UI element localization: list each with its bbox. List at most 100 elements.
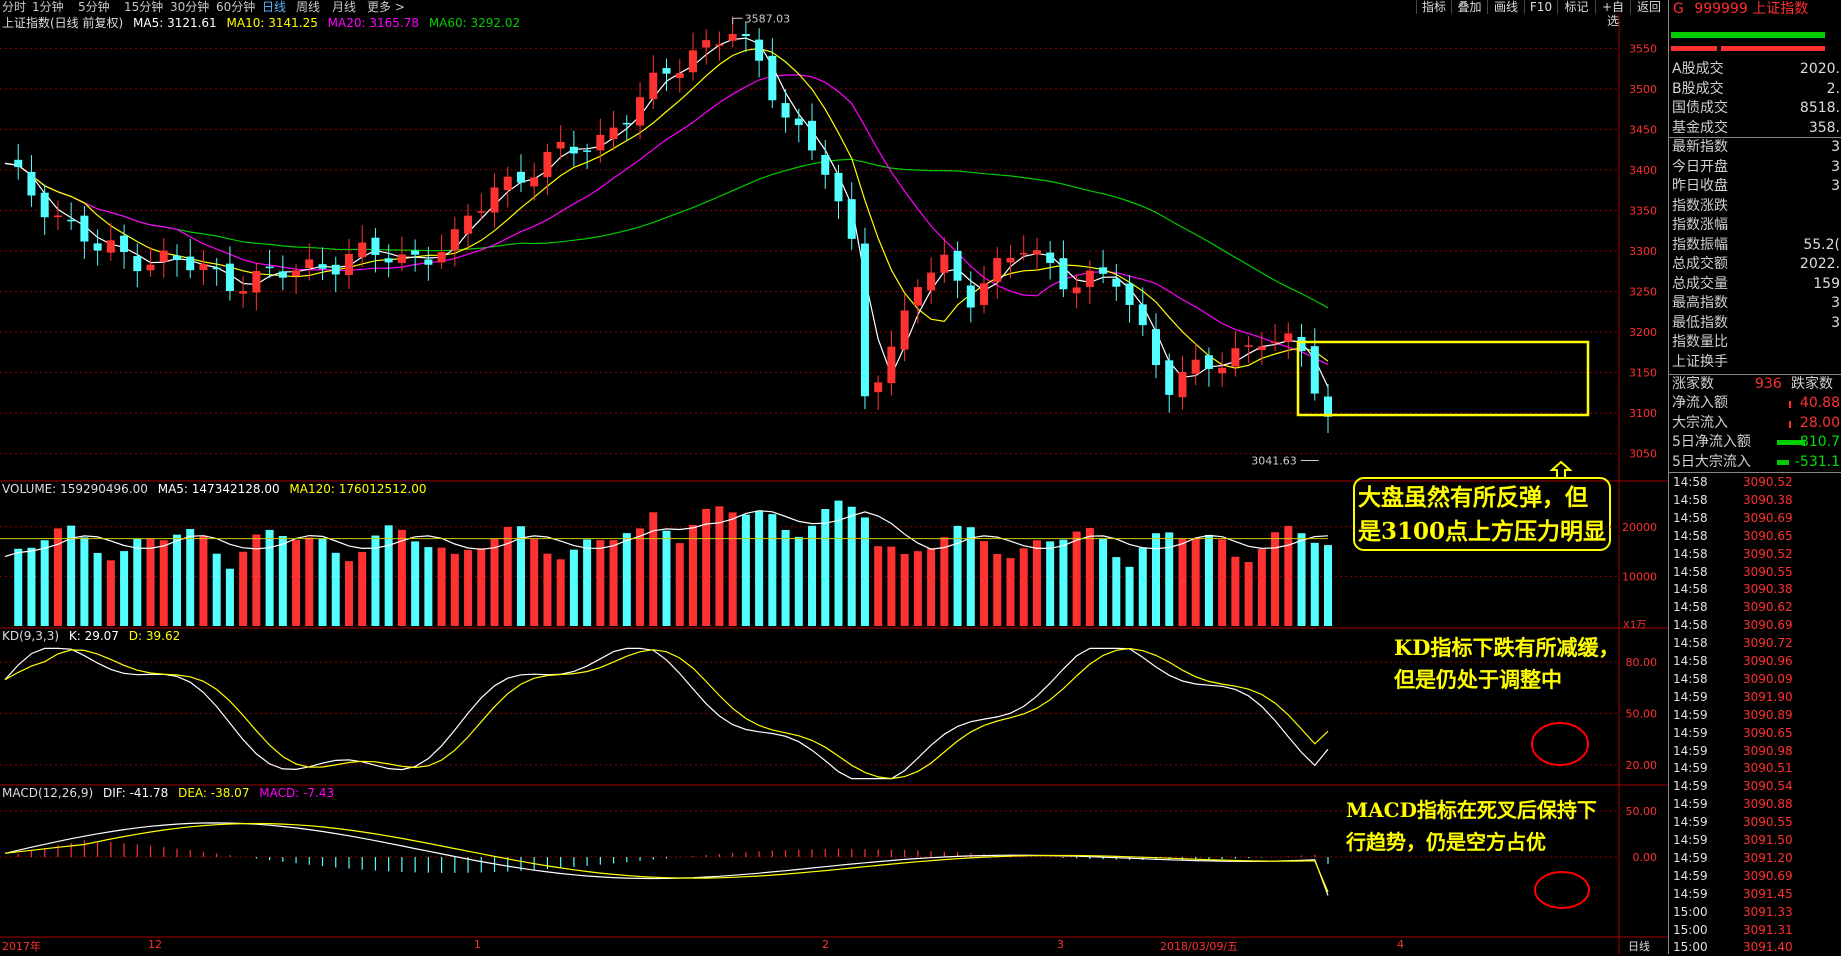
date-axis-label: 2 [822,938,829,951]
period-tab[interactable]: 30分钟 [170,0,210,14]
kd-annotation: KD指标下跌有所减缓， 但是仍处于调整中 [1394,632,1619,696]
candle-body [1006,257,1015,263]
candle-body [530,177,539,187]
tool-button[interactable]: 叠加 [1451,0,1487,14]
volume-bar [927,548,936,626]
macd-annotation-line-1: MACD指标在死叉后保持下 [1346,798,1597,822]
period-tab[interactable]: 5分钟 [78,0,110,14]
stat-value: 3 [1831,314,1840,331]
candle-body [1178,372,1187,398]
candle-body [437,252,446,263]
stat-row: 指数量比 [1669,333,1841,352]
tick-list[interactable]: 14:58 3090.52 14:58 3090.38 14:58 3090.69 14:5… [1669,472,1841,954]
volume-bar [980,541,989,626]
callout-box [1353,477,1611,551]
tool-button[interactable]: 画线 [1487,0,1524,14]
tool-button[interactable]: 返回 [1630,0,1667,14]
candle-body [371,237,380,256]
tool-button[interactable]: 指标 [1416,0,1451,14]
volume-bar [397,529,406,626]
candle-body [966,285,975,308]
tick-row: 14:58 3090.38 [1669,580,1841,598]
tool-button[interactable]: 标记 [1557,0,1595,14]
tick-price: 3090.89 [1743,707,1793,722]
candle-body [93,243,102,251]
volume-bar [1284,525,1293,626]
volume-bar [1271,532,1280,626]
volume-bar [1297,533,1306,626]
rise-value: 936 [1755,376,1782,392]
volume-bar [1152,533,1161,626]
candle-body [1112,278,1121,287]
volume-bar [688,524,697,626]
candle-body [344,253,353,275]
candle-body [662,68,671,74]
candle-body [913,287,922,306]
volume-bar [860,517,869,626]
period-tab[interactable]: 更多 > [367,0,405,14]
low-label: 3041.63 [1251,454,1297,467]
volume-bar [292,539,301,626]
candle-body [490,187,499,213]
candle-body [1046,252,1055,263]
volume-bar [331,552,340,626]
tick-price: 3091.40 [1743,940,1793,955]
stat-row: 最高指数 3 [1669,294,1841,313]
candle-body [980,283,989,305]
candle-body [384,258,393,263]
candle-body [649,72,658,100]
tick-row: 15:00 3091.31 [1669,921,1841,939]
tool-button[interactable]: F10 [1524,0,1557,14]
kd-tick-label: 20.00 [1626,759,1658,772]
tick-price: 3090.69 [1743,868,1793,883]
tick-price: 3090.55 [1743,815,1793,830]
period-tab[interactable]: 60分钟 [216,0,256,14]
tick-row: 14:59 3090.54 [1669,777,1841,795]
period-tab[interactable]: 月线 [332,0,357,14]
macd-tick-label: 50.00 [1626,805,1658,818]
volume-bar [1046,541,1055,626]
tick-time: 14:58 [1673,671,1708,686]
candle-body [424,259,433,265]
tick-row: 14:59 3090.88 [1669,795,1841,813]
period-tab[interactable]: 日线 [262,0,287,14]
price-tick-label: 3200 [1629,326,1657,339]
volume-bar [609,540,618,626]
tick-price: 3091.33 [1743,904,1793,919]
volume-label: VOLUME: 159290496.00 [2,482,148,496]
candle-body [781,103,790,118]
tool-button[interactable]: +自选 [1595,0,1630,28]
candle-body [596,134,605,151]
stat-divider [1669,137,1841,138]
date-axis-label: 2018/03/09/五 [1160,940,1239,953]
stat-label: 昨日收盘 [1672,178,1728,194]
tick-row: 14:59 3090.51 [1669,759,1841,777]
stat-value: 2. [1826,80,1840,97]
kd-d-line [4,647,1329,780]
main-annotation: 大盘虽然有所反弹，但 是3100点上方压力明显 [1358,481,1606,549]
macd-annotation: MACD指标在死叉后保持下 行趋势，仍是空方占优 [1346,794,1597,858]
candle-body [741,34,750,36]
stat-value: 159 [1813,275,1840,292]
period-tab[interactable]: 1分钟 [32,0,64,14]
period-tab[interactable]: 15分钟 [124,0,164,14]
period-tab[interactable]: 周线 [296,0,321,14]
period-label[interactable]: 日线 [1628,940,1650,953]
volume-bar [503,526,512,626]
volume-bar [120,551,129,626]
stat-label: 上证换手 [1672,353,1728,370]
candle-body [120,235,129,252]
candle-body [318,264,327,269]
volume-unit-label: X1万 [1623,620,1646,631]
tick-price: 3091.45 [1743,886,1793,901]
price-tick-label: 3150 [1629,367,1657,380]
candle-body [900,310,909,350]
volume-bar [305,537,314,626]
volume-bar [516,526,525,626]
volume-panel-header: VOLUME: 159290496.00 MA5: 147342128.00 M… [2,482,427,496]
kline-chart[interactable]: 3550350034503400335033003250320031503100… [0,14,1668,954]
stat-row: 昨日收盘 3 [1669,177,1841,196]
candle-body [993,258,1002,282]
tick-price: 3090.69 [1743,510,1793,525]
period-tab[interactable]: 分时 [2,0,27,14]
